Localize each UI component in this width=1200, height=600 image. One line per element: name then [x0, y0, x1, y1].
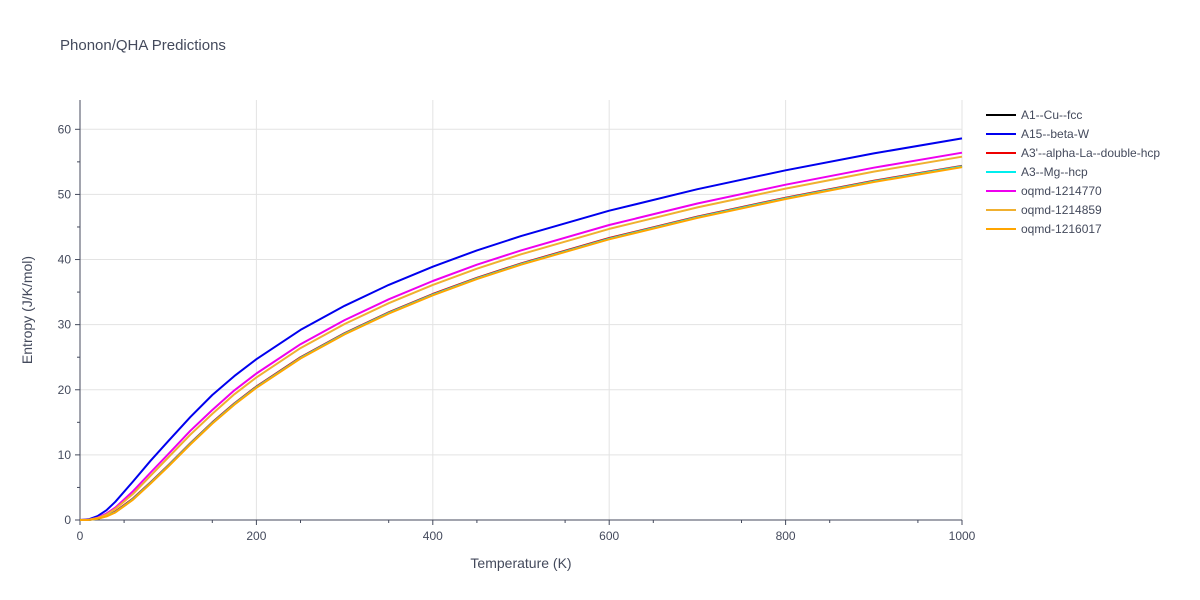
legend-item[interactable]: oqmd-1214859	[986, 203, 1102, 217]
series-line	[79, 165, 963, 521]
legend-item[interactable]: A1--Cu--fcc	[986, 108, 1082, 122]
legend-item[interactable]: A3'--alpha-La--double-hcp	[986, 146, 1160, 160]
series-line	[79, 165, 963, 521]
y-tick-label: 20	[58, 383, 72, 397]
legend-item[interactable]: oqmd-1214770	[986, 184, 1102, 198]
x-tick-label: 0	[77, 529, 84, 543]
series-line	[79, 155, 963, 521]
x-axis-label: Temperature (K)	[470, 555, 571, 571]
y-tick-label: 50	[58, 187, 72, 201]
x-tick-label: 800	[776, 529, 796, 543]
legend[interactable]: A1--Cu--fcc A15--beta-W A3'--alpha-La--dou…	[986, 108, 1160, 236]
series-lines	[79, 137, 963, 521]
axes	[79, 100, 962, 521]
legend-label: A3'--alpha-La--double-hcp	[1021, 146, 1160, 160]
y-tick-label: 10	[58, 448, 72, 462]
legend-item[interactable]: A3--Mg--hcp	[986, 165, 1088, 179]
y-tick-label: 0	[64, 513, 71, 527]
chart-title: Phonon/QHA Predictions	[60, 37, 226, 54]
series-line	[79, 166, 963, 521]
legend-label: A15--beta-W	[1021, 127, 1090, 141]
legend-label: A1--Cu--fcc	[1021, 108, 1082, 122]
series-line	[79, 151, 963, 521]
legend-item[interactable]: oqmd-1216017	[986, 222, 1102, 236]
y-ticks: 0 10 20 30 40 50 60	[58, 122, 80, 527]
legend-item[interactable]: A15--beta-W	[986, 127, 1090, 141]
legend-label: oqmd-1214770	[1021, 184, 1102, 198]
series-line	[79, 164, 963, 521]
x-tick-label: 400	[423, 529, 443, 543]
series-line	[79, 137, 963, 521]
grid	[80, 100, 963, 520]
y-tick-label: 60	[58, 122, 72, 136]
legend-label: oqmd-1216017	[1021, 222, 1102, 236]
x-ticks: 0 200 400 600 800 1000	[77, 520, 976, 543]
x-tick-label: 600	[599, 529, 619, 543]
x-tick-label: 1000	[949, 529, 976, 543]
y-tick-label: 40	[58, 253, 72, 267]
y-tick-label: 30	[58, 318, 72, 332]
y-axis-label: Entropy (J/K/mol)	[19, 256, 35, 364]
legend-label: oqmd-1214859	[1021, 203, 1102, 217]
legend-label: A3--Mg--hcp	[1021, 165, 1088, 179]
x-tick-label: 200	[246, 529, 266, 543]
